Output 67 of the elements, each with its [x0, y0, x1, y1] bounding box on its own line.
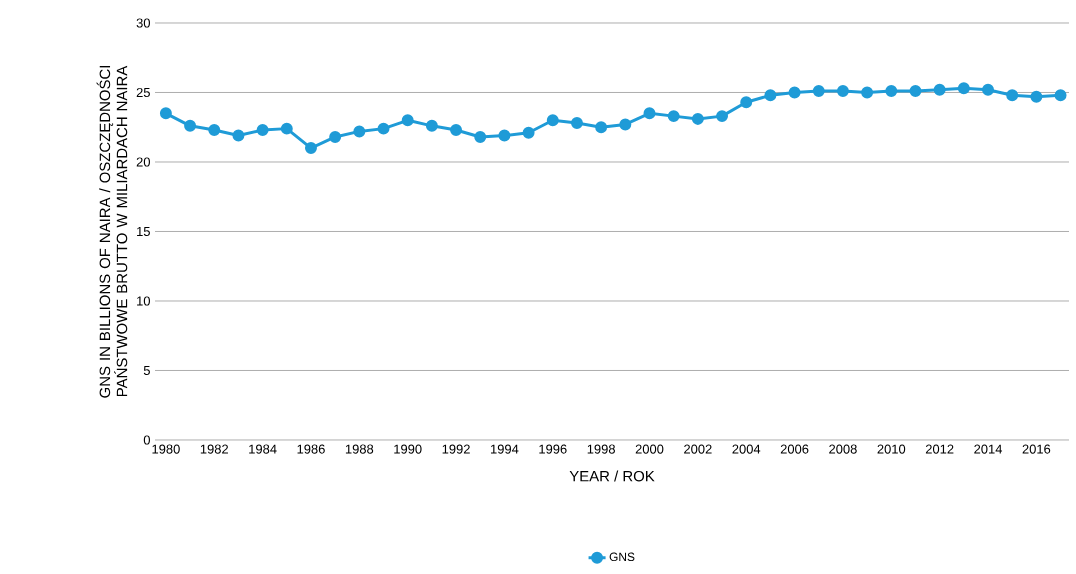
point: [595, 121, 608, 134]
point: [208, 124, 221, 136]
point: [474, 130, 487, 143]
y-axis-title: GNS IN BILLIONS OF NAIRA / OSZCZĘDNOŚCI PAŃSTWOWE BRUTTO W MILIARDACH NAIRA: [96, 65, 128, 398]
point: [256, 124, 269, 136]
x-tick-label: 1996: [539, 444, 567, 454]
y-tick-label: 25: [136, 87, 150, 98]
point: [619, 118, 632, 131]
point: [184, 119, 197, 132]
point: [450, 124, 463, 136]
point: [957, 82, 970, 95]
point: [861, 86, 874, 99]
point: [159, 107, 172, 120]
point: [280, 122, 293, 135]
y-tick-label: 5: [143, 365, 150, 375]
x-tick-label: 1988: [345, 444, 374, 454]
point: [546, 114, 559, 127]
legend-label: GNS: [609, 552, 635, 562]
point: [304, 142, 317, 155]
point: [1030, 90, 1043, 103]
x-tick-label: 2008: [829, 444, 857, 454]
x-tick-label: 1990: [394, 444, 422, 454]
x-tick-label: 2000: [635, 444, 664, 454]
point: [982, 83, 994, 96]
point: [522, 126, 535, 139]
x-tick-label: 1992: [442, 444, 470, 454]
x-tick-label: 1998: [587, 444, 615, 454]
point: [740, 96, 753, 109]
point: [836, 85, 849, 98]
x-tick-label: 2016: [1022, 444, 1051, 454]
point: [329, 130, 342, 143]
x-tick-label: 1986: [297, 444, 325, 454]
point: [498, 129, 511, 142]
x-axis-title: YEAR / ROK: [569, 470, 655, 482]
point: [1006, 89, 1019, 102]
x-tick-label: 2010: [877, 444, 906, 454]
point: [232, 129, 245, 142]
point: [1054, 89, 1067, 102]
x-tick-label: 1982: [200, 444, 228, 454]
point: [377, 122, 390, 135]
x-tick-label: 2006: [780, 444, 809, 454]
y-tick-label: 10: [137, 296, 150, 306]
x-tick-label: 2014: [974, 444, 1003, 454]
point: [353, 125, 366, 138]
y-tick-label: 0: [143, 435, 150, 445]
point: [643, 107, 656, 120]
x-tick-label: 1984: [249, 444, 277, 454]
point: [933, 83, 946, 96]
point: [885, 85, 898, 98]
point: [716, 110, 729, 123]
x-tick-label: 2012: [925, 444, 954, 454]
point: [691, 112, 704, 125]
point: [909, 85, 922, 98]
y-tick-label: 15: [137, 226, 150, 236]
point: [788, 86, 801, 99]
x-tick-label: 2004: [732, 444, 761, 454]
point: [764, 89, 777, 102]
point: [401, 114, 414, 127]
y-tick-label: 20: [136, 157, 150, 167]
x-tick-label: 1994: [490, 444, 519, 454]
y-tick-label: 30: [136, 18, 150, 28]
x-tick-label: 1980: [152, 444, 180, 454]
point: [812, 85, 825, 98]
point: [425, 119, 438, 132]
point: [570, 117, 583, 130]
point: [667, 110, 680, 123]
x-tick-label: 2002: [684, 444, 712, 454]
